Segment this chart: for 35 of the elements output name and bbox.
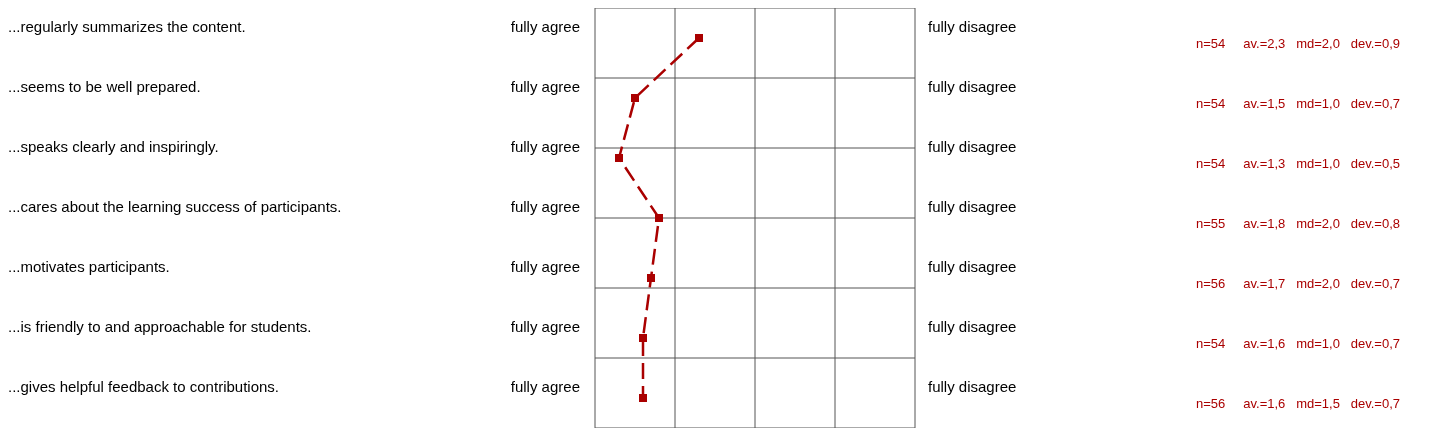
data-label: n=56 av.=1,7 md=2,0 dev.=0,7 [1195,276,1400,291]
y-tick-label: ...speaks clearly and inspiringly. [8,138,219,155]
data-label: n=56 av.=1,6 md=1,5 dev.=0,7 [1195,396,1400,411]
text: fully disagree [928,198,1017,215]
data-label: n=55 av.=1,8 md=2,0 dev.=0,8 [1195,216,1400,231]
text: fully disagree [928,318,1017,335]
text: fully disagree [928,378,1017,395]
text: fully disagree [928,138,1017,155]
data-label: n=54 av.=2,3 md=2,0 dev.=0,9 [1195,36,1400,51]
point [647,274,655,282]
text: fully agree [510,78,580,95]
point [695,34,703,42]
y-tick-label: ...cares about the learning success of participants. [8,198,342,215]
point [615,154,623,162]
y-tick-label: ...seems to be well prepared. [8,78,201,95]
text: fully disagree [928,78,1017,95]
text: fully agree [510,18,580,35]
point [639,394,647,402]
text: fully disagree [928,18,1017,35]
y-tick-label: ...regularly summarizes the content. [8,18,246,35]
data-label: n=54 av.=1,5 md=1,0 dev.=0,7 [1195,96,1400,111]
text: fully agree [510,318,580,335]
text: fully agree [510,258,580,275]
text: fully agree [510,198,580,215]
y-tick-label: ...gives helpful feedback to contributions. [8,378,279,395]
y-tick-label: ...is friendly to and approachable for students. [8,318,312,335]
point [639,334,647,342]
point [655,214,663,222]
text: fully agree [510,378,580,395]
text: fully disagree [928,258,1017,275]
point [631,94,639,102]
y-tick-label: ...motivates participants. [8,258,170,275]
data-label: n=54 av.=1,6 md=1,0 dev.=0,7 [1195,336,1400,351]
data-label: n=54 av.=1,3 md=1,0 dev.=0,5 [1195,156,1400,171]
text: fully agree [510,138,580,155]
